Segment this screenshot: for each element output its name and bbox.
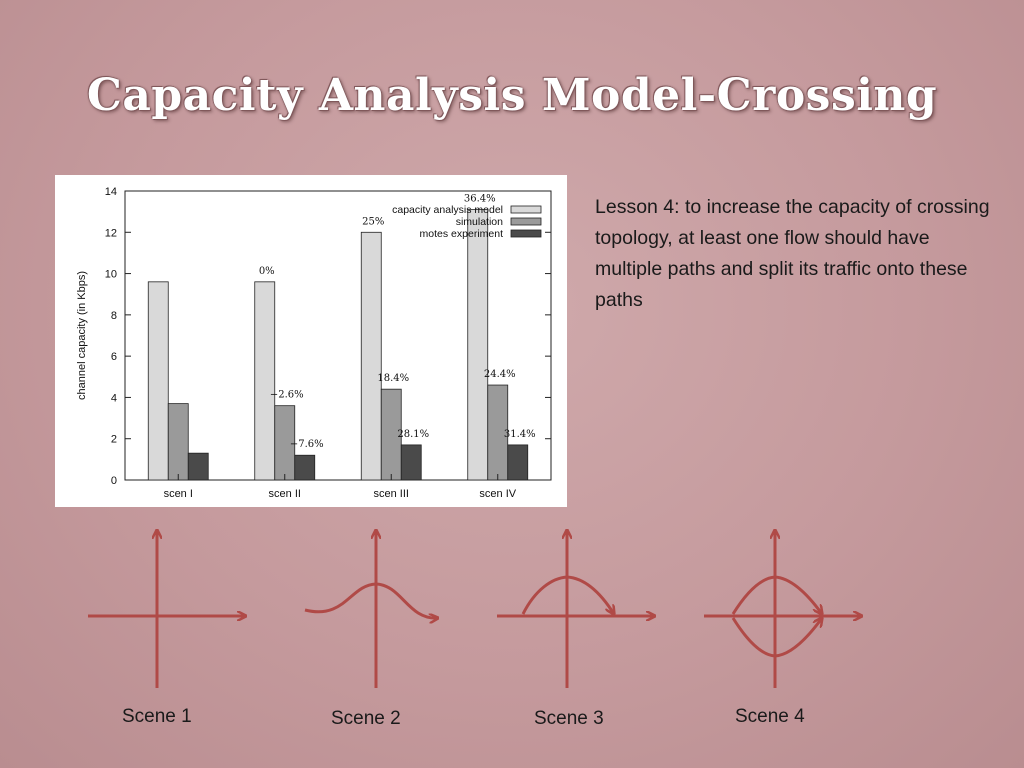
x-tick-label: scen III <box>374 488 409 500</box>
bar <box>507 444 529 481</box>
y-tick-label: 8 <box>111 310 117 322</box>
plot-frame <box>124 190 552 481</box>
bar <box>147 281 169 481</box>
bar <box>360 231 382 481</box>
y-tick-label: 2 <box>111 434 117 446</box>
bar <box>294 454 316 481</box>
data-label: −2.6% <box>270 390 304 401</box>
arc-path-icon <box>497 530 655 688</box>
bar <box>254 281 276 481</box>
scene-2-label: Scene 2 <box>331 708 401 729</box>
y-tick-label: 14 <box>105 186 117 198</box>
axes-icon <box>88 530 246 688</box>
bar <box>187 452 209 481</box>
scene-3-label: Scene 3 <box>534 708 604 729</box>
data-label: −7.6% <box>290 439 324 450</box>
x-tick-label: scen I <box>164 488 193 500</box>
legend-label: simulation <box>456 216 503 228</box>
data-label: 31.4% <box>504 429 536 440</box>
capacity-bar-chart: 0 2 4 6 8 10 12 14 channel capacity (in Kbps) sce… <box>55 175 567 507</box>
legend-swatch <box>510 229 542 238</box>
x-tick-label: scen II <box>269 488 301 500</box>
data-label: 24.4% <box>484 369 516 380</box>
split-path-icon <box>704 530 862 688</box>
scene-1-label: Scene 1 <box>122 706 192 727</box>
single-curve-path-icon <box>304 530 438 688</box>
data-label: 28.1% <box>397 429 429 440</box>
data-label: 36.4% <box>464 194 496 205</box>
lesson-text: Lesson 4: to increase the capacity of cr… <box>595 196 990 311</box>
data-label: 0% <box>259 266 275 277</box>
y-tick-label: 10 <box>105 269 117 281</box>
y-tick-label: 6 <box>111 351 117 363</box>
x-tick-label: scen IV <box>479 488 516 500</box>
scene-4-label: Scene 4 <box>735 706 805 727</box>
legend-swatch <box>510 217 542 226</box>
slide-title: Capacity Analysis Model-Crossing <box>86 70 938 121</box>
legend-label: capacity analysis model <box>392 204 503 216</box>
data-label: 18.4% <box>377 373 409 384</box>
data-label: 25% <box>362 216 384 227</box>
bar <box>467 209 489 481</box>
bar <box>400 444 422 481</box>
y-tick-label: 0 <box>111 475 117 487</box>
legend-label: motes experiment <box>420 228 504 240</box>
bar <box>167 403 189 481</box>
y-tick-label: 4 <box>111 392 117 404</box>
y-tick-label: 12 <box>105 227 117 239</box>
legend-swatch <box>510 205 542 214</box>
chart-svg: 0 2 4 6 8 10 12 14 channel capacity (in Kbps) sce… <box>76 186 552 500</box>
y-axis-label: channel capacity (in Kbps) <box>76 271 88 400</box>
